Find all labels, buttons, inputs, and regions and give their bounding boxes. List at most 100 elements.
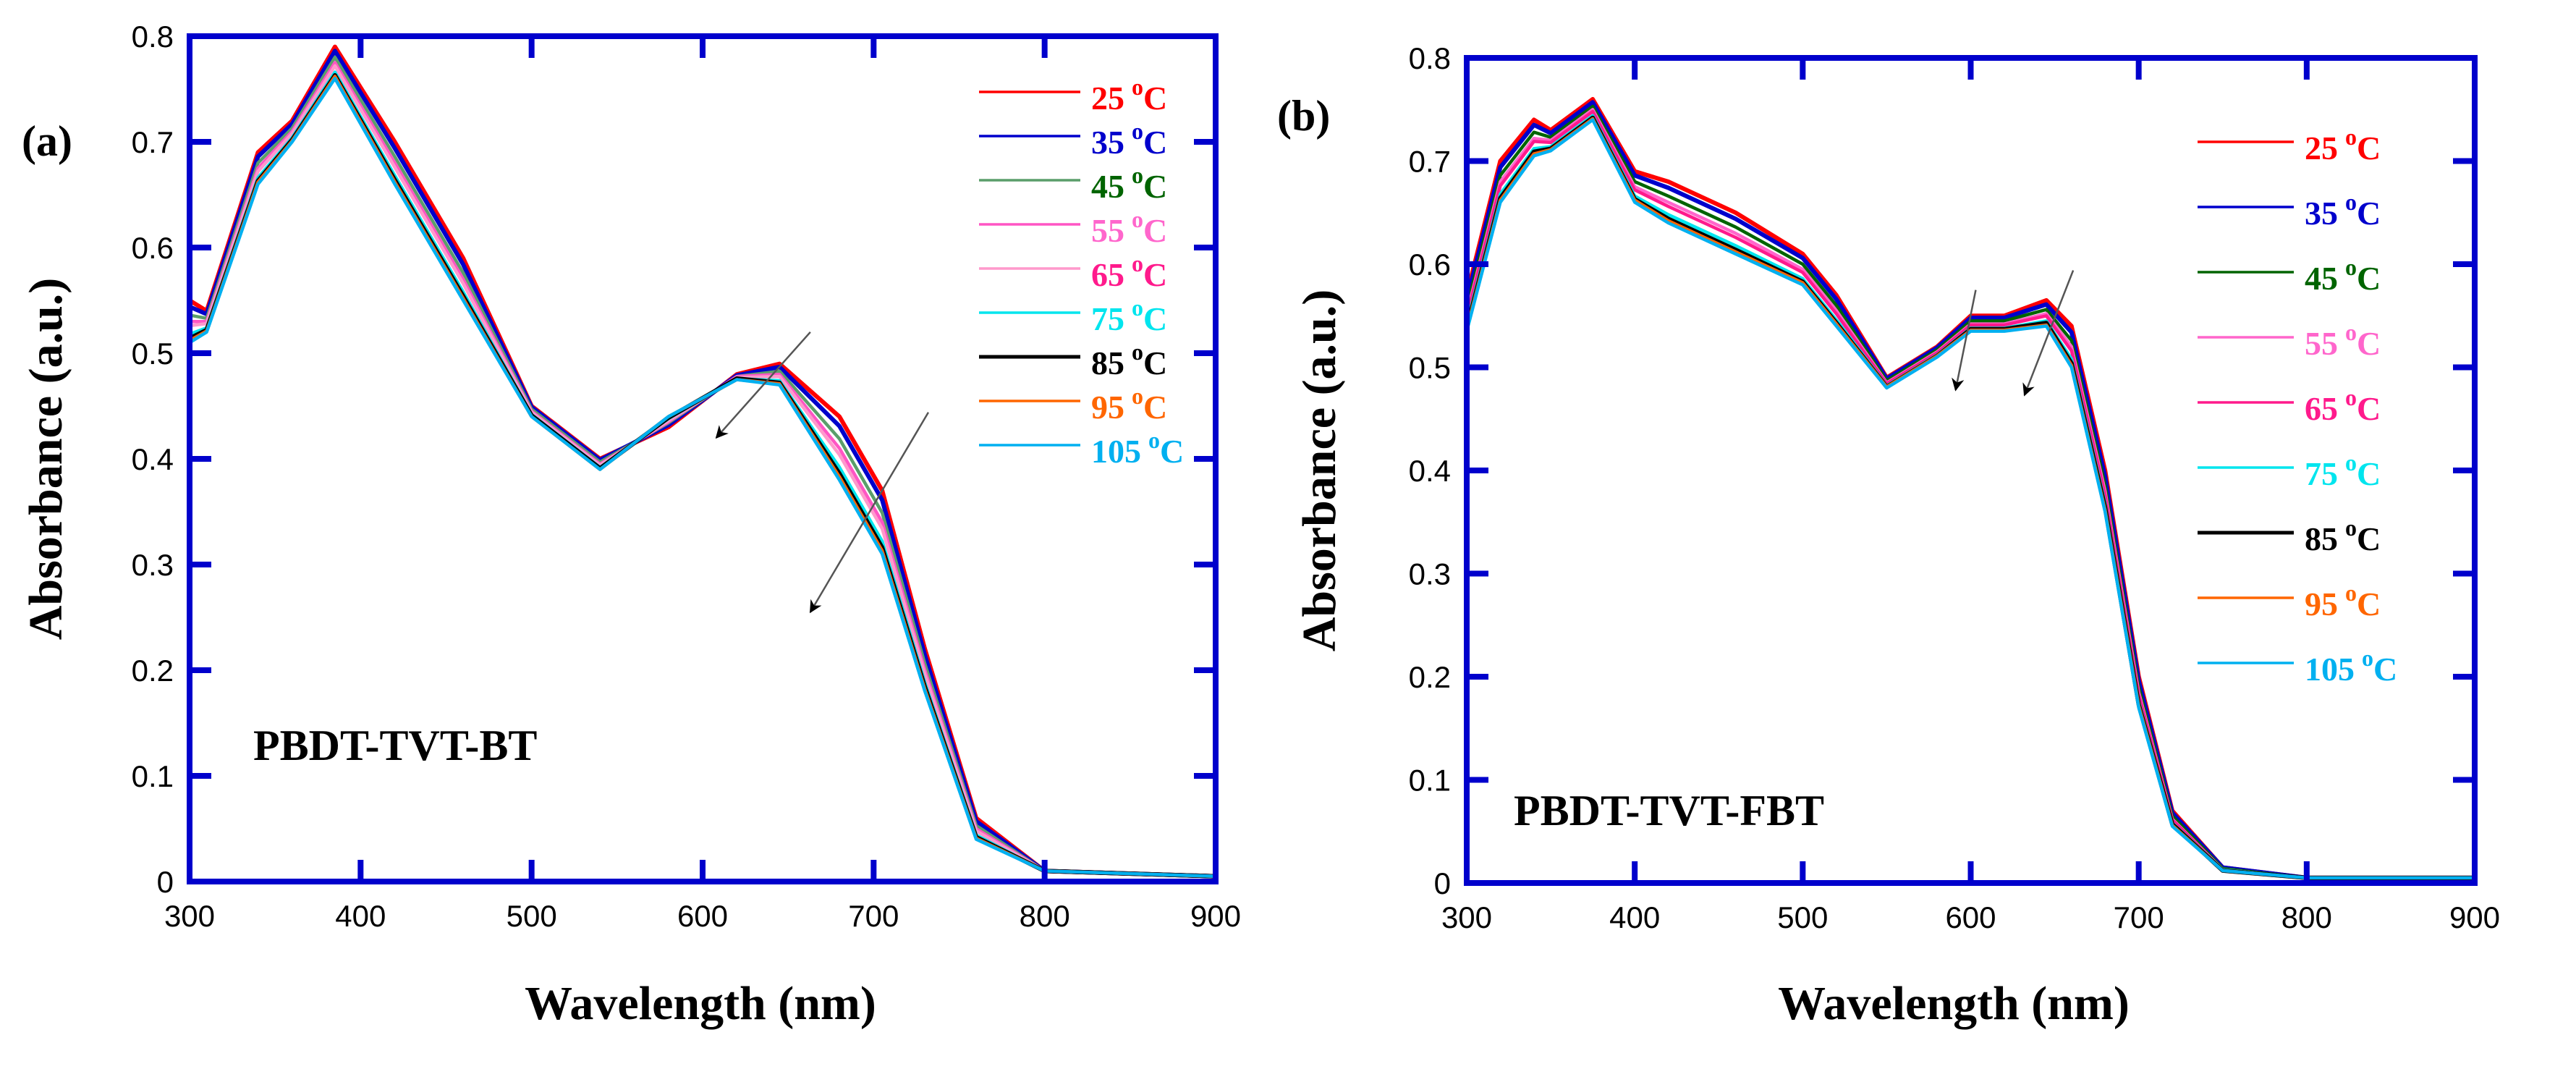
legend-unit: C bbox=[1143, 256, 1167, 293]
legend-unit: C bbox=[1143, 124, 1167, 161]
y-tick-label: 0.2 bbox=[1409, 660, 1451, 694]
series-line-105C bbox=[1465, 118, 2475, 880]
legend-temp: 105 bbox=[2305, 651, 2355, 688]
panel-b: 300 400 500 600 700 800 900 0 0.1 0.2 0.3 0.4 0.5 0.6… bbox=[1277, 41, 2500, 1030]
legend-label: 85 oC bbox=[2305, 515, 2381, 557]
y-tick-label: 0.5 bbox=[1409, 351, 1451, 385]
legend-temp: 45 bbox=[2305, 260, 2338, 297]
legend-item-45C: 45 oC bbox=[979, 162, 1167, 205]
legend-item-95C: 95 oC bbox=[2198, 580, 2381, 622]
x-tick-label: 800 bbox=[1020, 899, 1070, 933]
x-tick-label: 400 bbox=[335, 899, 386, 933]
legend-label: 75 oC bbox=[2305, 449, 2381, 492]
legend-label: 75 oC bbox=[1091, 295, 1167, 337]
legend-temp: 35 bbox=[2305, 195, 2338, 232]
y-tick-label: 0.8 bbox=[132, 20, 174, 54]
sample-label: PBDT-TVT-BT bbox=[253, 722, 537, 769]
x-tick-label: 300 bbox=[1441, 900, 1492, 934]
legend-item-35C: 35 oC bbox=[2198, 189, 2381, 232]
legend-item-75C: 75 oC bbox=[979, 295, 1167, 337]
y-axis-title: Absorbance (a.u.) bbox=[20, 278, 72, 641]
legend-item-35C: 35 oC bbox=[979, 118, 1167, 161]
legend-temp: 35 bbox=[1091, 124, 1124, 161]
legend-temp: 85 bbox=[1091, 345, 1124, 381]
x-tick-label: 900 bbox=[1190, 899, 1241, 933]
legend-label: 45 oC bbox=[2305, 254, 2381, 297]
degree-symbol: o bbox=[1132, 162, 1143, 188]
y-tick-label: 0.1 bbox=[1409, 764, 1451, 798]
y-tick-label: 0.8 bbox=[1409, 41, 1451, 75]
legend-item-105C: 105 oC bbox=[979, 427, 1184, 470]
legend-temp: 85 bbox=[2305, 520, 2338, 557]
legend-temp: 95 bbox=[2305, 586, 2338, 622]
y-tick-label: 0.3 bbox=[1409, 557, 1451, 591]
legend-item-75C: 75 oC bbox=[2198, 449, 2381, 492]
degree-symbol: o bbox=[2345, 449, 2357, 476]
degree-symbol: o bbox=[2345, 319, 2357, 345]
legend-unit: C bbox=[2357, 586, 2381, 622]
legend-label: 55 oC bbox=[1091, 206, 1167, 249]
degree-symbol: o bbox=[2345, 189, 2357, 215]
legend-unit: C bbox=[2357, 130, 2381, 166]
x-tick-label: 600 bbox=[1945, 900, 1996, 934]
x-tick-label: 800 bbox=[2281, 900, 2332, 934]
y-tick-label: 0.7 bbox=[132, 125, 174, 159]
y-axis-title: Absorbance (a.u.) bbox=[1293, 290, 1346, 652]
sample-label: PBDT-TVT-FBT bbox=[1514, 787, 1824, 835]
legend-temp: 75 bbox=[1091, 300, 1124, 337]
legend-label: 85 oC bbox=[1091, 339, 1167, 381]
x-axis-title: Wavelength (nm) bbox=[525, 977, 876, 1030]
legend-item-55C: 55 oC bbox=[979, 206, 1167, 249]
legend-item-95C: 95 oC bbox=[979, 383, 1167, 426]
series-line-105C bbox=[188, 77, 1216, 878]
legend-label: 105 oC bbox=[1091, 427, 1184, 470]
legend-label: 105 oC bbox=[2305, 645, 2397, 688]
degree-symbol: o bbox=[1132, 74, 1143, 100]
panel-a: 300 400 500 600 700 800 900 0 0.1 0.2 0.3 0.4 0.5 0.6… bbox=[20, 20, 1241, 1030]
y-tick-label: 0 bbox=[157, 865, 174, 899]
legend-item-25C: 25 oC bbox=[979, 74, 1167, 117]
degree-symbol: o bbox=[1132, 339, 1143, 365]
x-tick-label: 500 bbox=[1777, 900, 1828, 934]
y-tick-label: 0.5 bbox=[132, 337, 174, 371]
y-tick-label: 0.2 bbox=[132, 654, 174, 688]
x-tick-label: 400 bbox=[1609, 900, 1660, 934]
legend-temp: 55 bbox=[2305, 325, 2338, 362]
x-tick-label: 900 bbox=[2449, 900, 2500, 934]
legend-label: 65 oC bbox=[1091, 250, 1167, 293]
legend-unit: C bbox=[2357, 455, 2381, 492]
legend-unit: C bbox=[2357, 520, 2381, 557]
legend-unit: C bbox=[1143, 212, 1167, 249]
legend-temp: 75 bbox=[2305, 455, 2338, 492]
legend-temp: 45 bbox=[1091, 168, 1124, 205]
legend-temp: 25 bbox=[2305, 130, 2338, 166]
legend-label: 55 oC bbox=[2305, 319, 2381, 362]
y-tick-label: 0 bbox=[1434, 866, 1451, 900]
legend-item-85C: 85 oC bbox=[979, 339, 1167, 381]
degree-symbol: o bbox=[1132, 118, 1143, 144]
y-tick-label: 0.7 bbox=[1409, 145, 1451, 179]
legend-unit: C bbox=[1143, 389, 1167, 426]
legend-unit: C bbox=[2357, 195, 2381, 232]
degree-symbol: o bbox=[2345, 254, 2357, 280]
trend-arrow bbox=[2022, 270, 2075, 397]
legend-item-85C: 85 oC bbox=[2198, 515, 2381, 557]
legend-label: 45 oC bbox=[1091, 162, 1167, 205]
trend-arrow bbox=[1952, 290, 1977, 392]
legend-label: 65 oC bbox=[2305, 384, 2381, 427]
degree-symbol: o bbox=[1148, 427, 1160, 453]
legend-item-105C: 105 oC bbox=[2198, 645, 2397, 688]
legend-label: 25 oC bbox=[1091, 74, 1167, 117]
legend-item-25C: 25 oC bbox=[2198, 124, 2381, 166]
legend-unit: C bbox=[2357, 260, 2381, 297]
y-tick-label: 0.6 bbox=[132, 231, 174, 265]
x-tick-label: 300 bbox=[164, 899, 215, 933]
legend-temp: 105 bbox=[1091, 433, 1141, 470]
legend-label: 35 oC bbox=[1091, 118, 1167, 161]
panel-label: (b) bbox=[1277, 92, 1330, 140]
y-tick-label: 0.3 bbox=[132, 548, 174, 582]
legend-unit: C bbox=[1143, 80, 1167, 117]
